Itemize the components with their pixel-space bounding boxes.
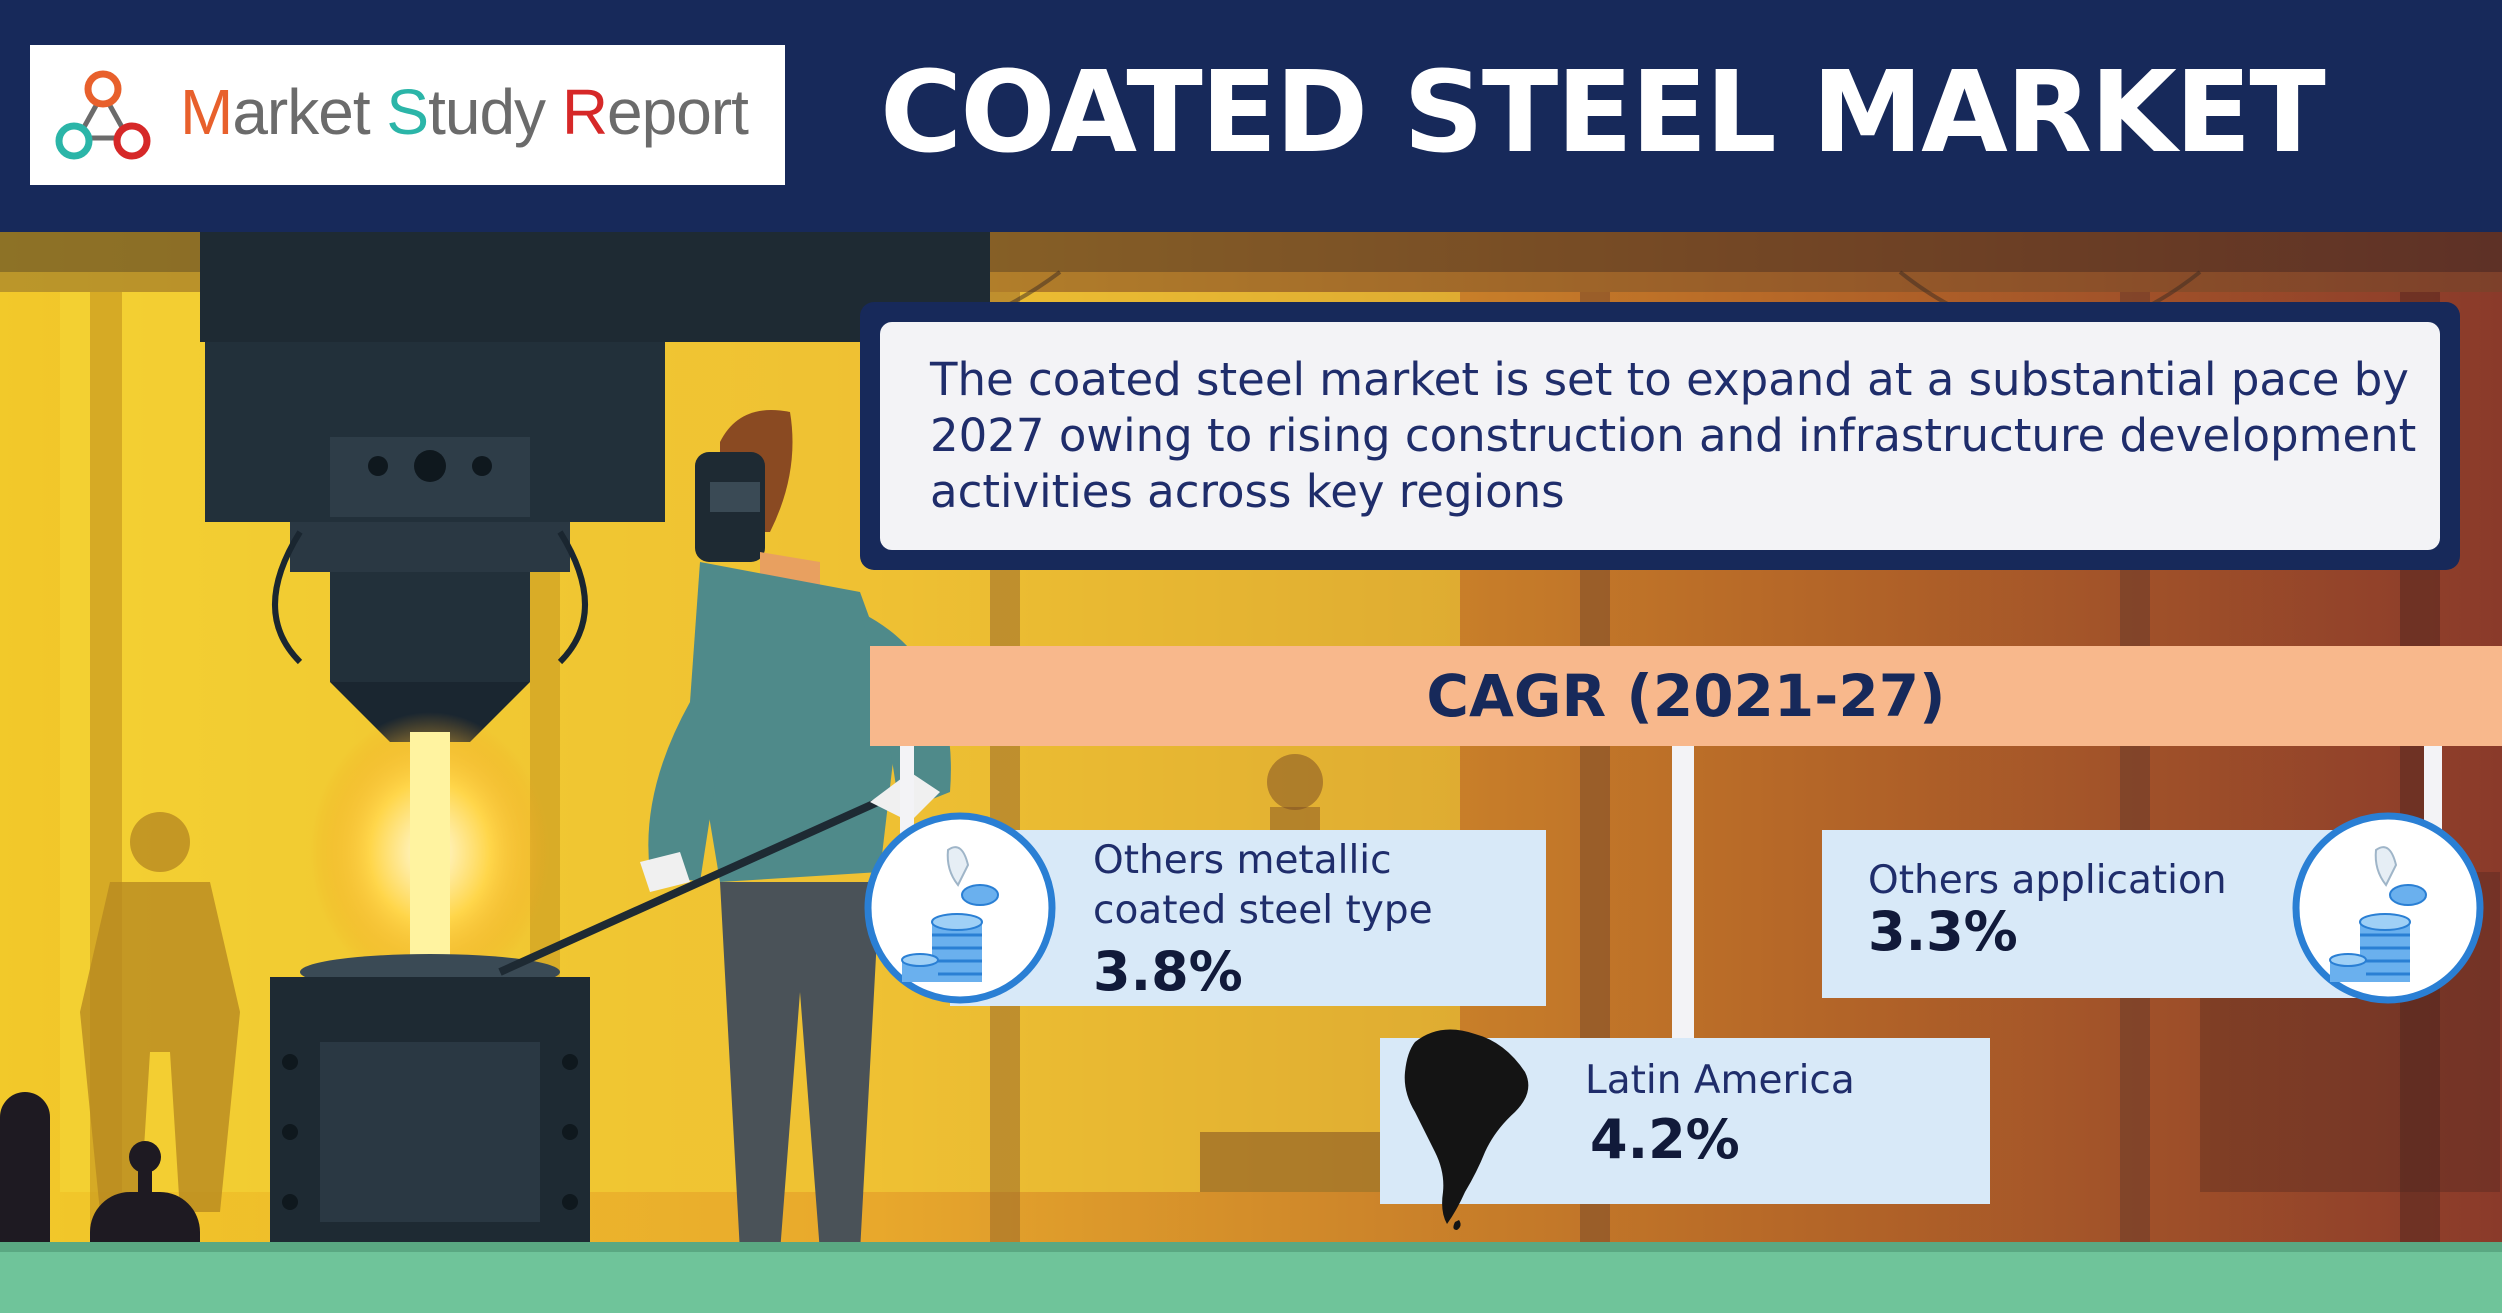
south-america-map-icon bbox=[1404, 1029, 1529, 1230]
logo: Market Study Report bbox=[30, 45, 785, 185]
coin-stack-icon bbox=[864, 812, 1056, 1004]
logo-wordmark: Market Study Report bbox=[180, 76, 749, 148]
connector-right bbox=[2424, 746, 2442, 836]
cagr-label: CAGR (2021-27) bbox=[1426, 662, 1946, 730]
segment-value: 3.3% bbox=[1868, 900, 2018, 963]
connector-center bbox=[1672, 746, 1694, 1038]
molecule-network-icon bbox=[55, 70, 151, 160]
segment-value: 3.8% bbox=[1093, 940, 1243, 1003]
cagr-banner bbox=[870, 646, 2502, 746]
description-panel bbox=[880, 322, 2440, 550]
page-title: COATED STEEL MARKET bbox=[880, 48, 2326, 178]
description-text: The coated steel market is set to expand… bbox=[930, 353, 2417, 518]
segment-value: 4.2% bbox=[1590, 1108, 1740, 1171]
segment-label: Others metallic coated steel type bbox=[1093, 838, 1433, 933]
coin-stack-icon bbox=[2292, 812, 2484, 1004]
segment-label: Latin America bbox=[1585, 1058, 1855, 1103]
segment-label: Others application bbox=[1868, 858, 2227, 903]
